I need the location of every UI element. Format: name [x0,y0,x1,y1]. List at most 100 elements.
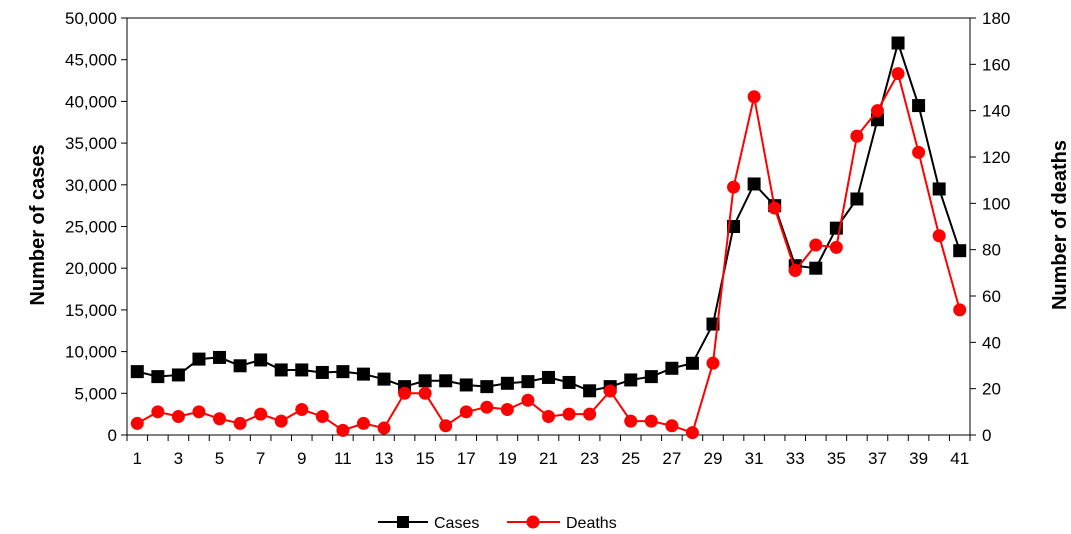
legend-item-deaths: Deaths [507,515,617,532]
legend-label-cases: Cases [434,515,479,532]
y2-tick-label: 160 [982,55,1010,74]
x-tick-label: 33 [786,449,805,468]
data-point-cases [665,361,679,375]
data-point-cases [151,370,165,384]
data-point-deaths [624,414,638,428]
data-point-deaths [480,400,494,414]
x-tick-label: 25 [621,449,640,468]
data-point-deaths [891,67,905,81]
y-tick-label: 30,000 [65,176,117,195]
data-point-deaths [315,409,329,423]
data-point-cases [336,365,350,379]
data-point-cases [192,352,206,366]
legend-marker-deaths [526,515,540,529]
data-point-deaths [356,416,370,430]
data-point-cases [254,353,268,367]
data-point-cases [500,376,514,390]
y-tick-label: 35,000 [65,134,117,153]
data-point-deaths [254,407,268,421]
x-tick-label: 17 [457,449,476,468]
x-tick-label: 39 [909,449,928,468]
data-point-deaths [336,423,350,437]
data-point-deaths [233,416,247,430]
y-tick-label: 25,000 [65,218,117,237]
right-axis-ticks: 0 20 40 60 80 100 120 140 160 180 [970,9,1010,445]
data-point-cases [809,261,823,275]
data-point-cases [850,192,864,206]
y-tick-label: 45,000 [65,51,117,70]
data-point-deaths [932,229,946,243]
data-point-cases [562,375,576,389]
data-point-cases [274,363,288,377]
data-point-deaths [295,403,309,417]
data-point-deaths [418,386,432,400]
data-point-cases [912,99,926,113]
y2-tick-label: 180 [982,9,1010,28]
data-point-deaths [912,145,926,159]
data-point-cases [953,244,967,258]
x-axis-ticks: 1 3 5 7 9 11 13 15 17 19 21 23 25 27 29 31 33 35 37 39 41 [126,435,971,468]
x-tick-label: 37 [868,449,887,468]
data-point-cases [295,363,309,377]
data-point-deaths [850,129,864,143]
y-tick-label: 0 [108,426,117,445]
x-tick-label: 11 [334,449,352,468]
data-point-deaths [192,405,206,419]
data-point-deaths [459,405,473,419]
data-point-deaths [130,416,144,430]
data-point-cases [439,374,453,388]
data-point-cases [418,374,432,388]
legend-marker-cases [397,516,409,528]
y-tick-label: 20,000 [65,259,117,278]
data-point-cases [315,365,329,379]
data-point-cases [356,367,370,381]
x-tick-label: 15 [416,449,435,468]
data-point-deaths [562,407,576,421]
data-point-cases [542,370,555,384]
x-tick-label: 21 [539,449,558,468]
x-tick-label: 35 [827,449,846,468]
x-tick-label: 41 [950,449,969,468]
data-point-deaths [829,240,843,254]
data-point-deaths [542,409,555,423]
data-point-deaths [644,414,658,428]
data-point-cases [459,378,473,392]
data-point-deaths [583,407,597,421]
data-point-cases [891,36,905,50]
data-point-deaths [953,303,967,317]
y2-tick-label: 0 [982,426,991,445]
y-tick-label: 50,000 [65,9,117,28]
y-axis-title: Number of cases [27,144,49,305]
x-tick-label: 19 [498,449,517,468]
data-point-cases [932,182,946,196]
data-point-cases [130,365,144,379]
data-point-deaths [213,412,227,426]
data-point-cases [521,375,535,389]
data-point-deaths [377,421,391,435]
data-point-cases [233,359,247,373]
data-point-cases [685,356,699,370]
data-point-cases [583,384,597,398]
legend-label-deaths: Deaths [566,515,617,532]
y2-tick-label: 40 [982,333,1001,352]
data-point-deaths [870,104,884,118]
data-point-deaths [809,238,823,252]
data-point-deaths [151,405,165,419]
x-tick-label: 9 [297,449,306,468]
data-point-deaths [603,384,617,398]
data-point-deaths [398,386,412,400]
y2-tick-label: 80 [982,241,1001,260]
data-point-deaths [665,419,679,433]
data-point-cases [870,113,884,127]
y-tick-label: 40,000 [65,92,117,111]
series-line-cases [137,39,961,392]
y-tick-label: 10,000 [65,343,117,362]
data-point-cases [213,350,227,364]
x-tick-label: 13 [375,449,394,468]
data-point-cases [480,380,494,394]
data-point-cases [624,373,638,387]
x-tick-label: 31 [745,449,764,468]
data-point-deaths [171,409,185,423]
data-point-cases [644,370,658,384]
